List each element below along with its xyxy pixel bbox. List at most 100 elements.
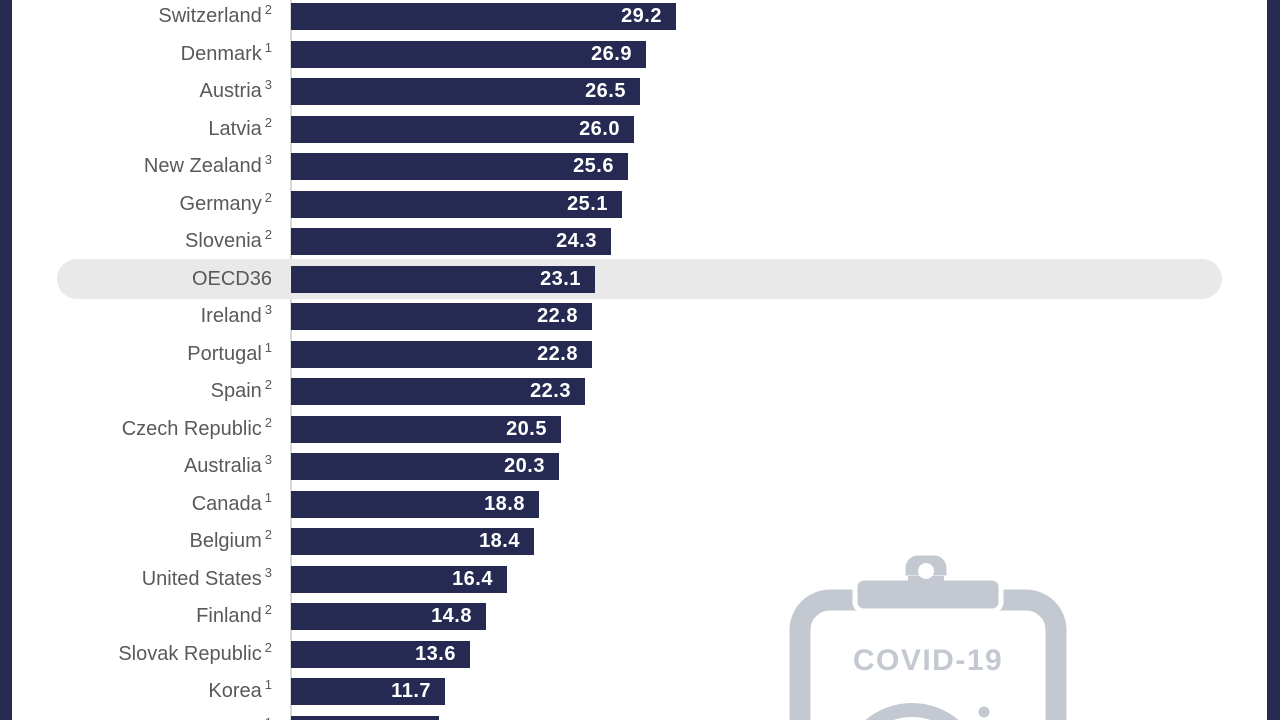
category-name: Germany <box>179 192 262 215</box>
category-label: Spain 2 <box>0 378 272 405</box>
bar-row: OECD36 23.1 <box>0 265 1280 293</box>
bar-value-label: 11.7 <box>391 680 431 702</box>
left-border-strip <box>0 0 12 720</box>
bar-value-label: 25.6 <box>573 155 614 177</box>
bar-row: Spain 2 22.3 <box>0 378 1280 405</box>
category-name: Korea <box>208 680 262 702</box>
category-name: Spain <box>210 380 262 402</box>
category-label: Canada 1 <box>0 491 272 518</box>
category-name: New Zealand <box>143 155 262 177</box>
bar-row: Latvia 2 26.0 <box>0 115 1280 143</box>
footnote-superscript: 2 <box>264 227 272 243</box>
bar: 29.2 <box>291 3 676 30</box>
bar: 22.3 <box>291 378 585 405</box>
bar-row: Switzerland 2 29.2 <box>0 3 1280 30</box>
category-name: Finland <box>196 605 262 627</box>
bar: 26.5 <box>291 78 640 105</box>
category-label: Czech Republic 2 <box>0 416 272 443</box>
category-name: Netherlands <box>154 718 262 720</box>
bar-value-label: 24.3 <box>556 230 597 252</box>
category-name: OECD36 <box>191 267 272 290</box>
category-label: Belgium 2 <box>0 527 273 555</box>
category-name: Portugal <box>187 342 262 365</box>
footnote-superscript: 1 <box>264 339 272 355</box>
category-name: Ireland <box>200 305 262 327</box>
bar-value-label: 18.4 <box>479 530 520 552</box>
footnote-superscript: 3 <box>264 564 272 580</box>
footnote-superscript: 3 <box>264 452 272 468</box>
footnote-superscript: 1 <box>264 39 272 55</box>
category-name: Australia <box>183 455 262 477</box>
virus-spike-dot <box>978 706 990 718</box>
category-label: Australia 3 <box>0 453 272 480</box>
right-border-strip <box>1267 0 1280 720</box>
footnote-superscript: 1 <box>265 715 272 720</box>
category-label: Slovak Republic 2 <box>0 641 272 668</box>
bar-value-label: 13.6 <box>415 642 456 665</box>
category-label: Netherlands1 <box>0 716 272 720</box>
footnote-superscript: 2 <box>264 377 272 393</box>
bar-value-label: 26.5 <box>585 80 626 102</box>
footnote-superscript: 3 <box>264 77 272 93</box>
category-name: Czech Republic <box>121 417 262 440</box>
category-name: Slovak Republic <box>118 642 262 665</box>
category-label: Ireland 3 <box>0 303 272 330</box>
footnote-superscript: 1 <box>264 489 272 505</box>
footnote-superscript: 1 <box>264 677 272 693</box>
category-label: New Zealand 3 <box>0 153 272 180</box>
category-name: Slovenia <box>185 230 262 252</box>
bar-row: New Zealand 3 25.6 <box>0 153 1280 180</box>
clipboard-icon: COVID-19 <box>789 550 1067 720</box>
category-name: Austria <box>199 80 262 102</box>
category-label: Korea 1 <box>0 678 272 705</box>
bar-value-label: 22.8 <box>537 342 578 365</box>
bar: 16.4 <box>291 565 507 593</box>
bar-value-label: 20.3 <box>504 455 545 477</box>
bar-value-label: 26.9 <box>591 42 632 65</box>
bar: 13.6 <box>291 640 470 668</box>
footnote-superscript: 2 <box>264 527 272 543</box>
footnote-superscript: 3 <box>264 302 272 318</box>
covid19-clipboard-icon: COVID-19 <box>770 540 1100 720</box>
bar-value-label: 29.2 <box>621 5 662 27</box>
bar: 11.7 <box>291 678 445 705</box>
bar: 14.8 <box>291 603 486 630</box>
bar-value-label: 14.8 <box>431 605 472 627</box>
bar: 20.5 <box>291 415 561 443</box>
bar: 25.6 <box>291 153 628 180</box>
clipboard-clip-joint <box>908 576 944 588</box>
oecd-highlight-band <box>57 259 1222 299</box>
bar-row: Denmark 1 26.9 <box>0 39 1280 68</box>
category-label: Germany 2 <box>0 191 272 218</box>
category-label: Finland 2 <box>0 603 272 630</box>
bar-value-label: 25.1 <box>567 192 608 215</box>
bar: 25.1 <box>291 190 622 218</box>
bar-value-label: 18.8 <box>484 492 525 515</box>
bar: 26.0 <box>291 115 634 143</box>
footnote-superscript: 3 <box>264 152 272 168</box>
bar-row: Belgium 2 18.4 <box>0 528 1280 555</box>
covid19-label: COVID-19 <box>853 644 1003 677</box>
bar-row: Czech Republic 2 20.5 <box>0 415 1280 443</box>
category-label: OECD36 <box>0 266 272 293</box>
bar: 24.3 <box>291 228 611 255</box>
bar: 22.8 <box>291 303 592 330</box>
category-name: Denmark <box>180 42 262 65</box>
bar-row: United States 3 16.4 <box>0 564 1280 593</box>
bar-row: Netherlands1 <box>0 715 1280 720</box>
bar-row: Finland 2 14.8 <box>0 603 1280 630</box>
category-label: Switzerland 2 <box>0 3 272 30</box>
category-label: Latvia 2 <box>0 116 272 143</box>
bar: 18.4 <box>291 528 534 555</box>
bar-row: Slovak Republic 2 13.6 <box>0 640 1280 668</box>
bar: 18.8 <box>291 490 539 518</box>
bar-row: Australia 3 20.3 <box>0 453 1280 480</box>
bar-row: Portugal 1 22.8 <box>0 339 1280 368</box>
bar-value-label: 23.1 <box>540 267 581 290</box>
bar-row: Slovenia 2 24.3 <box>0 228 1280 255</box>
category-label: Austria 3 <box>0 78 272 105</box>
bar: 20.3 <box>291 453 559 480</box>
footnote-superscript: 2 <box>264 639 272 655</box>
bar-value-label: 22.8 <box>537 305 578 327</box>
